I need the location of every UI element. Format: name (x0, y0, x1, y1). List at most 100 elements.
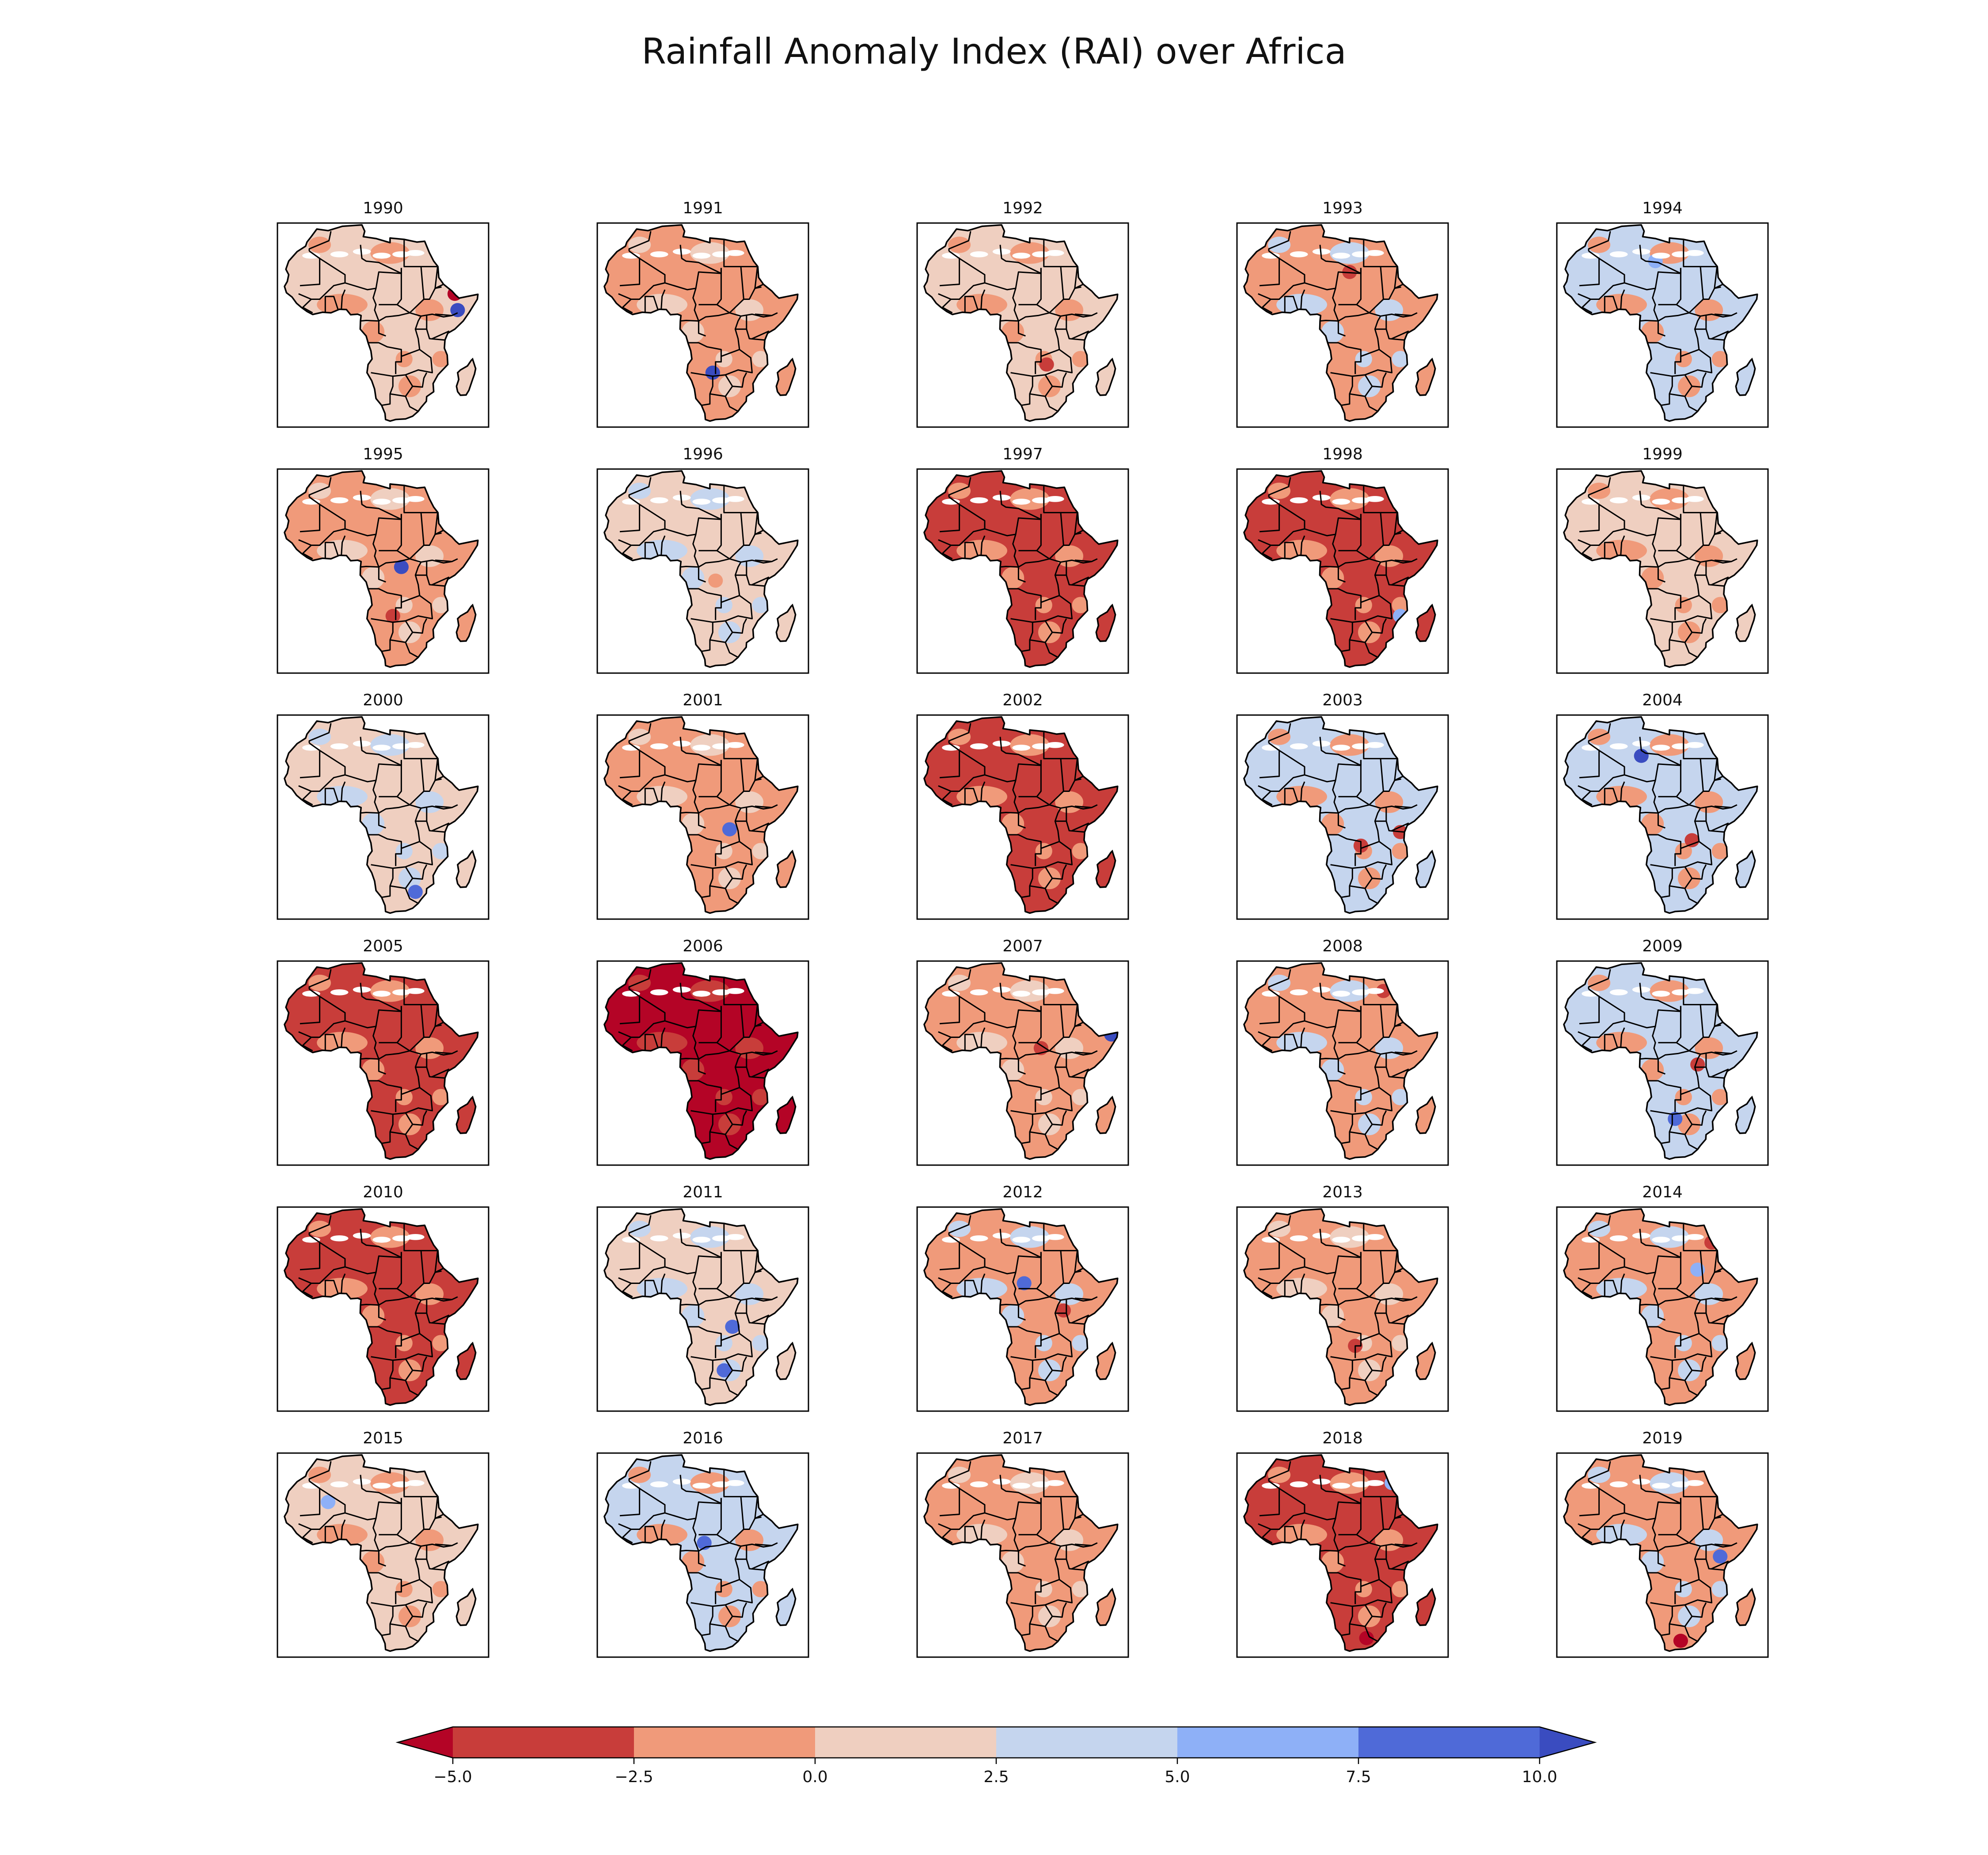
country-border (1271, 528, 1305, 546)
country-border (980, 1273, 986, 1294)
madagascar-coastline (1735, 357, 1756, 396)
coastline (1243, 716, 1438, 914)
anomaly-patch (1392, 843, 1409, 859)
country-border (999, 1229, 1042, 1258)
anomaly-hotspot (722, 822, 737, 837)
country-border (1268, 969, 1291, 989)
anomaly-patch (1675, 1335, 1692, 1352)
no-data-area (372, 1237, 391, 1243)
country-border (938, 1277, 953, 1298)
no-data-area (392, 497, 410, 504)
country-border (1711, 822, 1729, 832)
no-data-area (1332, 991, 1351, 997)
no-data-area (392, 1235, 410, 1242)
country-border (1714, 1051, 1732, 1054)
anomaly-patch (718, 867, 741, 890)
country-border (644, 1280, 659, 1297)
country-border (628, 723, 652, 743)
country-border (1060, 758, 1064, 791)
country-border (308, 969, 332, 989)
country-border (1394, 1250, 1401, 1273)
country-border (629, 742, 722, 783)
no-data-area (1290, 1235, 1308, 1242)
no-data-area (1582, 745, 1600, 751)
anomaly-patch (1072, 843, 1089, 859)
country-border (1700, 512, 1704, 545)
anomaly-patch (1392, 351, 1409, 367)
country-border (1658, 1252, 1681, 1290)
country-border (1620, 1519, 1625, 1540)
no-data-area (712, 1481, 730, 1488)
country-border (371, 1356, 393, 1361)
country-border (1320, 1550, 1346, 1567)
map-panel-2010: 2010 (277, 1183, 489, 1412)
anomaly-patch (1038, 375, 1061, 398)
anomaly-patch (353, 1248, 371, 1264)
country-border (341, 289, 346, 310)
no-data-area (992, 1232, 1011, 1239)
map-panel-2007: 2007 (916, 937, 1129, 1166)
no-data-area (392, 743, 410, 750)
anomaly-patch (1633, 1494, 1650, 1510)
colorbar-tick-label: 10.0 (1522, 1768, 1557, 1786)
madagascar-fill (1096, 1589, 1115, 1625)
country-border (1700, 758, 1704, 791)
country-border (432, 1314, 450, 1324)
country-border (755, 1543, 772, 1546)
country-border (755, 1051, 772, 1054)
country-border (755, 313, 772, 316)
country-border (1658, 760, 1681, 798)
country-border (751, 1314, 770, 1324)
panel-title: 2016 (683, 1429, 723, 1447)
country-border (1258, 1031, 1273, 1052)
country-border (420, 266, 425, 299)
no-data-area (650, 743, 668, 750)
country-border (1338, 1252, 1362, 1290)
anomaly-patch (1355, 597, 1372, 613)
no-data-area (1652, 1483, 1670, 1489)
madagascar-coastline (775, 1341, 797, 1380)
panel-title: 2005 (363, 937, 403, 955)
anomaly-patch (1366, 1015, 1389, 1032)
madagascar-fill (1096, 851, 1115, 887)
country-border (1684, 1602, 1707, 1618)
anomaly-patch (362, 813, 385, 835)
madagascar-fill (776, 605, 796, 641)
no-data-area (1609, 1235, 1628, 1242)
country-border (1652, 534, 1738, 568)
country-border (1071, 576, 1089, 586)
country-border (1588, 742, 1681, 783)
country-border (1074, 313, 1092, 316)
no-data-area (1032, 1235, 1050, 1242)
country-border (1674, 848, 1681, 866)
anomaly-patch (993, 510, 1010, 526)
country-border (1060, 1496, 1064, 1529)
anomaly-patch (1072, 1581, 1089, 1598)
country-border (1695, 328, 1725, 341)
country-border (1010, 1110, 1033, 1115)
no-data-area (712, 1235, 730, 1242)
country-border (1674, 602, 1681, 620)
country-border (1588, 1234, 1681, 1275)
country-border (1661, 349, 1712, 406)
anomaly-patch (718, 1113, 741, 1136)
country-border (688, 1299, 742, 1341)
country-border (1647, 807, 1701, 849)
anomaly-patch (993, 264, 1010, 280)
no-data-area (970, 743, 988, 750)
country-border (948, 1461, 971, 1481)
no-data-area (712, 497, 730, 504)
panel-frame (277, 960, 489, 1166)
country-border (372, 534, 458, 568)
country-border (740, 1004, 744, 1037)
no-data-area (970, 251, 988, 257)
anomaly-patch (1358, 867, 1381, 890)
country-border (1328, 315, 1381, 357)
no-data-area (672, 248, 691, 255)
no-data-area (1632, 1478, 1650, 1485)
country-border (1650, 618, 1673, 623)
anomaly-patch (1392, 597, 1409, 613)
country-border (1683, 486, 1717, 514)
no-data-area (726, 1480, 744, 1486)
anomaly-patch (1355, 1089, 1372, 1105)
